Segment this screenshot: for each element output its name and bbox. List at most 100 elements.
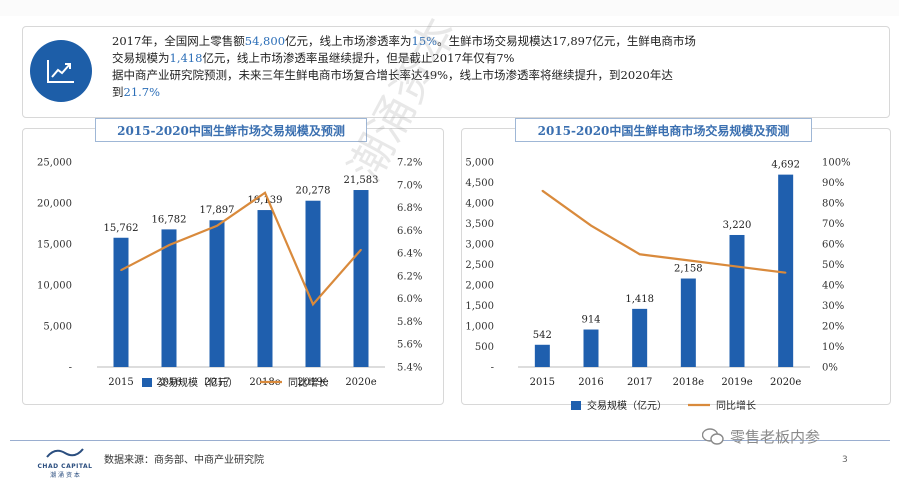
bar-2018e	[257, 210, 273, 367]
growth-point-2016	[590, 224, 592, 227]
left-axis-tick-label: 4,500	[465, 178, 494, 189]
bar-value-label: 17,897	[200, 205, 235, 216]
company-logo: CHAD CAPITAL 潮 涌 资 本	[30, 444, 100, 479]
bar-2018e	[680, 278, 696, 367]
summary-box	[22, 26, 890, 118]
category-label: 2015	[530, 377, 555, 388]
left-axis-tick-label: 2,500	[465, 260, 494, 271]
right-chart-panel	[461, 128, 891, 405]
category-label: 2016	[578, 377, 603, 388]
bar-2019e	[729, 234, 745, 367]
right-axis-tick-label: 60%	[822, 240, 844, 251]
bar-value-label: 1,418	[625, 294, 654, 305]
right-axis-tick-label: 10%	[822, 342, 844, 353]
bar-2020e	[353, 190, 369, 367]
legend-bar-label: 交易规模（亿元）	[587, 399, 667, 412]
wechat-icon	[702, 427, 724, 445]
bar-2017	[209, 220, 225, 367]
left-axis-tick-label: 500	[475, 342, 494, 353]
right-axis-tick-label: 50%	[822, 260, 844, 271]
bar-2017	[632, 308, 648, 367]
right-axis-tick-label: 6.0%	[397, 294, 422, 305]
category-label: 2018e	[673, 377, 704, 388]
growth-line	[120, 191, 362, 307]
growth-point-2016	[168, 244, 170, 246]
right-axis-tick-label: 6.2%	[397, 271, 422, 282]
summary-line-2: 交易规模为1,418亿元，线上市场渗透率虽继续提升，但是截止2017年仅有7%	[112, 51, 515, 65]
right-axis-tick-label: 20%	[822, 322, 844, 333]
left-axis-tick-label: 25,000	[37, 158, 72, 169]
left-axis-tick-label: 3,000	[465, 240, 494, 251]
growth-point-2019e	[312, 303, 314, 306]
bar-value-label: 15,762	[104, 223, 139, 234]
growth-point-2018e	[264, 191, 266, 194]
left-axis-tick-label: 1,500	[465, 301, 494, 312]
legend-bar-label: 交易规模（亿元）	[158, 376, 238, 389]
bar-2016	[583, 329, 599, 367]
bar-value-label: 21,583	[344, 175, 379, 186]
category-label: 2019e	[721, 377, 752, 388]
legend-line-label: 同比增长	[716, 399, 756, 412]
bar-2015	[534, 344, 550, 367]
right-chart-title: 2015-2020中国生鲜电商市场交易规模及预测	[515, 118, 812, 142]
left-axis-tick-label: -	[491, 363, 494, 374]
right-axis-tick-label: 100%	[822, 158, 851, 169]
left-axis-tick-label: 1,000	[465, 322, 494, 333]
left-chart-panel	[22, 128, 444, 405]
growth-point-2020e	[360, 248, 362, 251]
logo-name: CHAD CAPITAL	[37, 463, 93, 470]
wechat-name: 零售老板内参	[730, 428, 821, 446]
right-axis-tick-label: 40%	[822, 281, 844, 292]
right-axis-tick-label: 5.4%	[397, 363, 422, 374]
summary-badge	[30, 40, 92, 102]
bar-2020e	[778, 174, 794, 367]
growth-point-2019e	[736, 265, 738, 268]
right-axis-tick-label: 6.6%	[397, 226, 422, 237]
left-axis-tick-label: 20,000	[37, 199, 72, 210]
bar-2015	[113, 237, 129, 367]
right-axis-tick-label: 70%	[822, 219, 844, 230]
bar-value-label: 4,692	[771, 160, 800, 171]
right-axis-tick-label: 90%	[822, 178, 844, 189]
left-axis-tick-label: 5,000	[465, 158, 494, 169]
left-axis-tick-label: 2,000	[465, 281, 494, 292]
right-axis-tick-label: 6.4%	[397, 249, 422, 260]
summary-line-4: 到21.7%	[112, 85, 161, 99]
growth-point-2015	[541, 189, 544, 192]
left-chart-title: 2015-2020中国生鲜市场交易规模及预测	[95, 118, 367, 142]
right-axis-tick-label: 5.6%	[397, 340, 422, 351]
right-axis-tick-label: 7.2%	[397, 158, 422, 169]
wave-logo-icon	[46, 448, 84, 458]
summary-line-3: 据中商产业研究院预测，未来三年生鲜电商市场复合增长率达49%，线上市场渗透率将继…	[112, 68, 673, 82]
bar-value-label: 914	[581, 315, 600, 326]
data-source: 数据来源：商务部、中商产业研究院	[104, 455, 264, 466]
growth-point-2020e	[784, 271, 787, 274]
right-axis-tick-label: 30%	[822, 301, 844, 312]
bar-value-label: 542	[533, 330, 552, 341]
left-axis-tick-label: 4,000	[465, 199, 494, 210]
category-label: 2017	[204, 377, 229, 388]
growth-point-2017	[216, 224, 218, 227]
growth-line	[541, 189, 786, 274]
legend-bar-swatch	[571, 401, 581, 410]
bar-value-label: 20,278	[296, 186, 331, 197]
left-axis-tick-label: 15,000	[37, 240, 72, 251]
logo-subname: 潮 涌 资 本	[50, 472, 80, 479]
growth-point-2015	[120, 269, 122, 271]
growth-point-2017	[638, 253, 641, 256]
right-axis-tick-label: 80%	[822, 199, 844, 210]
category-label: 2017	[627, 377, 652, 388]
category-label: 2019e	[297, 377, 328, 388]
growth-point-2018e	[687, 259, 690, 262]
bar-value-label: 3,220	[723, 220, 752, 231]
right-axis-tick-label: 7.0%	[397, 180, 422, 191]
bar-2016	[161, 229, 177, 367]
trend-chart-icon	[47, 60, 74, 83]
bar-value-label: 2,158	[674, 264, 703, 275]
category-label: 2016	[156, 377, 181, 388]
wechat-account: 零售老板内参	[702, 426, 820, 447]
left-axis-tick-label: 5,000	[43, 322, 72, 333]
category-label: 2015	[108, 377, 133, 388]
